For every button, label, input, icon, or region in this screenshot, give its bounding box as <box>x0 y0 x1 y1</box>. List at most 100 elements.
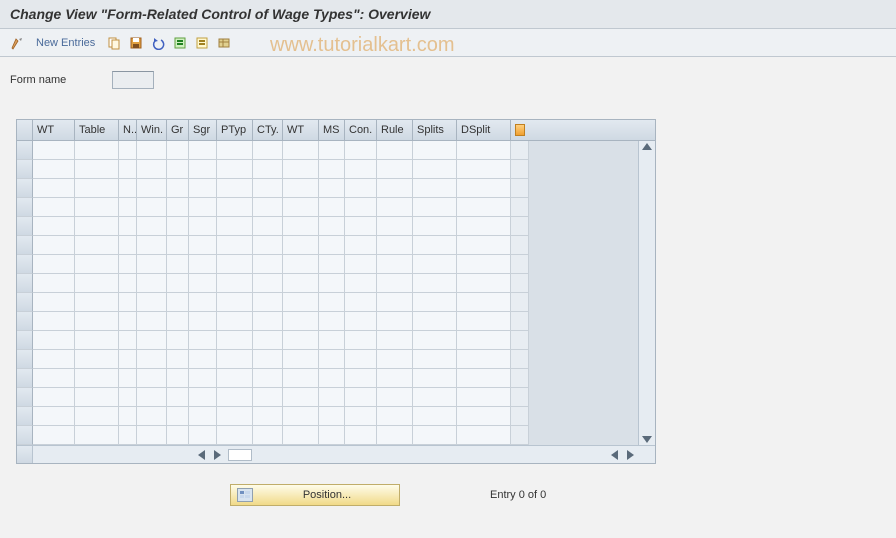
cell[interactable] <box>119 407 137 426</box>
cell[interactable] <box>217 217 253 236</box>
cell[interactable] <box>119 350 137 369</box>
cell[interactable] <box>319 331 345 350</box>
cell[interactable] <box>217 407 253 426</box>
horizontal-scrollbar[interactable] <box>17 445 655 463</box>
cell[interactable] <box>189 312 217 331</box>
cell[interactable] <box>377 198 413 217</box>
cell[interactable] <box>119 312 137 331</box>
cell[interactable] <box>189 217 217 236</box>
cell[interactable] <box>319 160 345 179</box>
cell[interactable] <box>75 350 119 369</box>
cell[interactable] <box>75 141 119 160</box>
cell[interactable] <box>377 407 413 426</box>
cell[interactable] <box>189 293 217 312</box>
scroll-left2-icon[interactable] <box>607 448 621 462</box>
row-selector[interactable] <box>17 141 33 160</box>
select-all-icon[interactable] <box>171 34 189 52</box>
cell[interactable] <box>189 350 217 369</box>
new-entries-button[interactable]: New Entries <box>36 37 95 49</box>
cell[interactable] <box>33 274 75 293</box>
cell[interactable] <box>413 236 457 255</box>
cell[interactable] <box>283 426 319 445</box>
cell[interactable] <box>345 388 377 407</box>
cell[interactable] <box>75 426 119 445</box>
vertical-scrollbar[interactable] <box>638 141 655 445</box>
col-header-n[interactable]: N.. <box>119 120 137 140</box>
cell[interactable] <box>253 236 283 255</box>
cell[interactable] <box>413 331 457 350</box>
row-selector[interactable] <box>17 331 33 350</box>
cell[interactable] <box>167 407 189 426</box>
cell[interactable] <box>33 407 75 426</box>
cell[interactable] <box>217 179 253 198</box>
cell[interactable] <box>377 179 413 198</box>
cell[interactable] <box>119 160 137 179</box>
cell[interactable] <box>253 369 283 388</box>
cell[interactable] <box>283 293 319 312</box>
cell[interactable] <box>253 255 283 274</box>
cell[interactable] <box>75 198 119 217</box>
cell[interactable] <box>283 198 319 217</box>
cell[interactable] <box>319 217 345 236</box>
cell[interactable] <box>137 141 167 160</box>
cell[interactable] <box>377 217 413 236</box>
cell[interactable] <box>345 141 377 160</box>
cell[interactable] <box>319 255 345 274</box>
cell[interactable] <box>345 331 377 350</box>
cell[interactable] <box>189 160 217 179</box>
row-selector[interactable] <box>17 293 33 312</box>
cell[interactable] <box>319 350 345 369</box>
cell[interactable] <box>457 293 511 312</box>
cell[interactable] <box>167 236 189 255</box>
cell[interactable] <box>319 388 345 407</box>
cell[interactable] <box>319 312 345 331</box>
cell[interactable] <box>137 236 167 255</box>
cell[interactable] <box>283 369 319 388</box>
cell[interactable] <box>283 217 319 236</box>
cell[interactable] <box>75 331 119 350</box>
cell[interactable] <box>413 179 457 198</box>
cell[interactable] <box>457 179 511 198</box>
cell[interactable] <box>217 141 253 160</box>
cell[interactable] <box>253 331 283 350</box>
cell[interactable] <box>457 312 511 331</box>
col-header-con[interactable]: Con. <box>345 120 377 140</box>
row-selector[interactable] <box>17 388 33 407</box>
cell[interactable] <box>377 141 413 160</box>
cell[interactable] <box>189 255 217 274</box>
cell[interactable] <box>75 236 119 255</box>
cell[interactable] <box>319 236 345 255</box>
cell[interactable] <box>137 198 167 217</box>
cell[interactable] <box>33 331 75 350</box>
col-header-dsplit[interactable]: DSplit <box>457 120 511 140</box>
cell[interactable] <box>167 198 189 217</box>
cell[interactable] <box>217 312 253 331</box>
row-selector[interactable] <box>17 312 33 331</box>
cell[interactable] <box>119 388 137 407</box>
row-selector[interactable] <box>17 369 33 388</box>
col-header-wt1[interactable]: WT <box>33 120 75 140</box>
cell[interactable] <box>33 312 75 331</box>
col-header-ptyp[interactable]: PTyp <box>217 120 253 140</box>
col-header-table[interactable]: Table <box>75 120 119 140</box>
row-selector[interactable] <box>17 274 33 293</box>
cell[interactable] <box>167 426 189 445</box>
cell[interactable] <box>253 198 283 217</box>
col-header-rule[interactable]: Rule <box>377 120 413 140</box>
cell[interactable] <box>119 198 137 217</box>
cell[interactable] <box>283 388 319 407</box>
cell[interactable] <box>283 160 319 179</box>
cell[interactable] <box>75 369 119 388</box>
col-header-sgr[interactable]: Sgr <box>189 120 217 140</box>
cell[interactable] <box>189 426 217 445</box>
cell[interactable] <box>283 255 319 274</box>
cell[interactable] <box>319 274 345 293</box>
cell[interactable] <box>33 217 75 236</box>
cell[interactable] <box>33 369 75 388</box>
cell[interactable] <box>345 179 377 198</box>
cell[interactable] <box>189 331 217 350</box>
cell[interactable] <box>413 369 457 388</box>
cell[interactable] <box>413 312 457 331</box>
cell[interactable] <box>75 388 119 407</box>
cell[interactable] <box>377 426 413 445</box>
